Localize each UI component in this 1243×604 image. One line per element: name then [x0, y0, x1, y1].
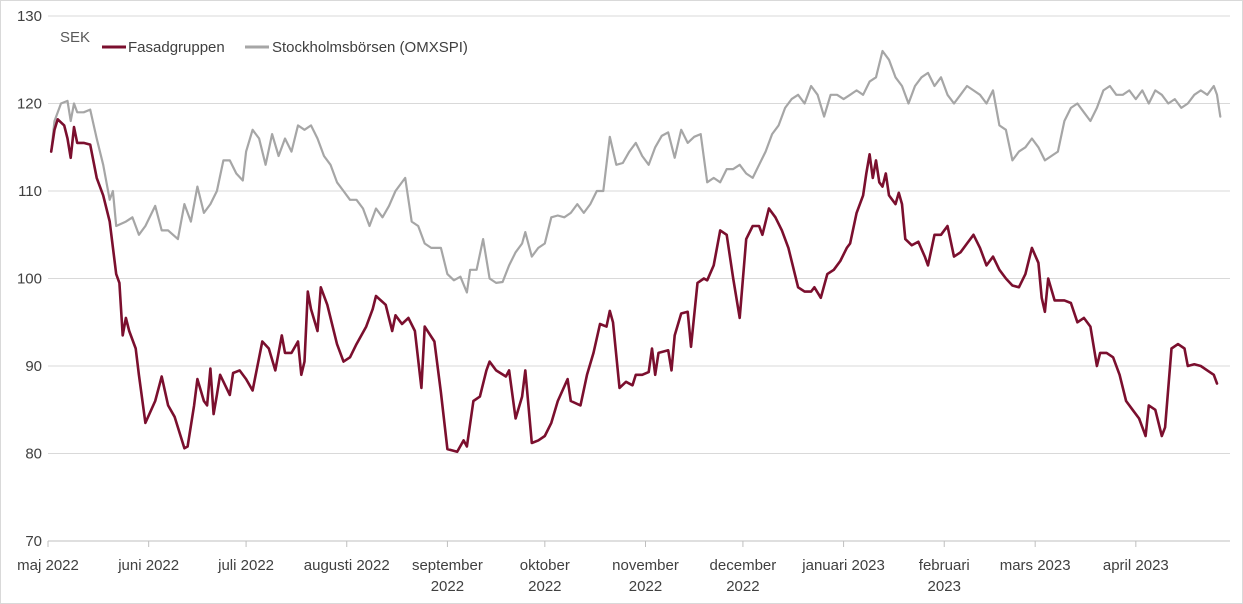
y-tick-label: 110	[18, 183, 42, 200]
y-tick-label: 70	[25, 533, 42, 550]
y-tick-label: 80	[25, 446, 42, 463]
x-tick-label: augusti 2022	[304, 557, 390, 574]
x-tick-label: 2022	[629, 578, 662, 595]
x-tick-label: 2022	[431, 578, 464, 595]
x-tick-label: juli 2022	[217, 557, 274, 574]
x-tick-label: juni 2022	[117, 557, 179, 574]
x-tick-label: oktober	[520, 557, 570, 574]
x-tick-label: 2022	[726, 578, 759, 595]
unit-label: SEK	[60, 29, 90, 46]
y-tick-label: 90	[25, 358, 42, 375]
grid-lines	[48, 15, 1230, 542]
y-tick-label: 100	[17, 271, 42, 288]
legend-label-fasadgruppen: Fasadgruppen	[128, 39, 225, 56]
x-tick-label: januari 2023	[801, 557, 885, 574]
series-layer	[49, 49, 1222, 454]
y-tick-label: 130	[17, 8, 42, 25]
x-tick-label: februari	[919, 557, 970, 574]
x-tick-label: september	[412, 557, 483, 574]
x-tick-label: 2023	[928, 578, 961, 595]
x-tick-label: 2022	[528, 578, 561, 595]
y-tick-label: 120	[17, 96, 42, 113]
x-tick-label: december	[710, 557, 777, 574]
series-line-omxspi	[50, 49, 1222, 294]
x-tick-label: mars 2023	[1000, 557, 1071, 574]
x-axis: maj 2022 juni 2022 juli 2022 augusti 2022 se…	[17, 540, 1230, 595]
legend-label-omxspi: Stockholmsbörsen (OMXSPI)	[272, 39, 468, 56]
series-line-fasadgruppen	[49, 118, 1219, 454]
x-tick-label: november	[612, 557, 679, 574]
legend: Fasadgruppen Stockholmsbörsen (OMXSPI)	[102, 39, 468, 56]
y-axis: 70 80 90 100 110 120 130	[17, 8, 42, 550]
x-tick-label: april 2023	[1103, 557, 1169, 574]
x-tick-label: maj 2022	[17, 557, 79, 574]
